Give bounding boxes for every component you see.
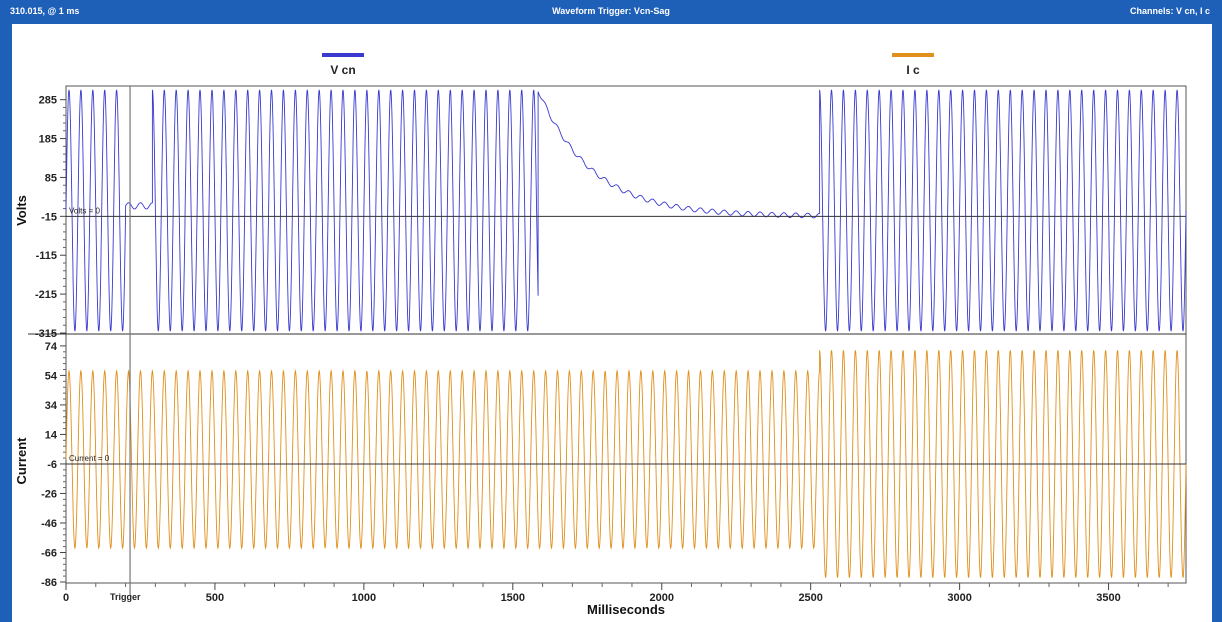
trigger-label: Trigger	[110, 592, 141, 602]
x-tick-label: 3500	[1096, 592, 1120, 604]
voltage-series-line	[65, 89, 1187, 332]
voltage-y-tick-label: 285	[39, 95, 57, 107]
legend: V cn I c	[322, 53, 934, 77]
title-bar: 310.015, @ 1 ms Waveform Trigger: Vcn-Sa…	[0, 0, 1222, 24]
current-y-axis-label: Current	[14, 437, 29, 485]
x-tick-label: 2500	[798, 592, 822, 604]
current-y-tick-label: 74	[45, 341, 58, 353]
current-y-tick-label: 54	[45, 370, 58, 382]
x-tick-label: 3000	[947, 592, 971, 604]
current-series-line	[65, 350, 1187, 578]
voltage-y-axis-label: Volts	[14, 195, 29, 226]
channels-info: Channels: V cn, I c	[1129, 6, 1210, 16]
x-tick-label: 500	[206, 592, 224, 604]
x-tick-label: 1000	[352, 592, 376, 604]
legend-label-vcn: V cn	[330, 63, 355, 77]
voltage-y-tick-label: 85	[45, 172, 57, 184]
frame-border-right	[1212, 24, 1222, 622]
current-y-tick-label: 14	[45, 429, 58, 441]
x-tick-label: 2000	[650, 592, 674, 604]
legend-label-ic: I c	[906, 63, 920, 77]
capture-info: 310.015, @ 1 ms	[10, 6, 80, 16]
window-title: Waveform Trigger: Vcn-Sag	[552, 6, 670, 16]
x-tick-label: 1500	[501, 592, 525, 604]
frame-border-left	[0, 24, 12, 622]
voltage-zero-label: Volts = 0	[69, 206, 100, 215]
plot-area: 285 185 85 -15 -115 -215 -315 Volts Volts = 0 74 5…	[14, 85, 1187, 617]
current-y-tick-label: -26	[41, 488, 57, 500]
voltage-y-tick-label: -15	[41, 211, 57, 223]
current-y-tick-label: -6	[47, 459, 57, 471]
current-y-tick-label: -86	[41, 577, 57, 589]
current-y-tick-label: -66	[41, 547, 57, 559]
voltage-y-tick-label: 185	[39, 134, 57, 146]
current-zero-label: Current = 0	[69, 454, 110, 463]
voltage-y-tick-label: -215	[35, 289, 57, 301]
voltage-y-tick-label: -315	[35, 328, 57, 340]
x-tick-label: 0	[63, 592, 69, 604]
voltage-y-tick-label: -115	[36, 250, 57, 262]
current-y-tick-label: 34	[45, 400, 58, 412]
x-axis-label: Milliseconds	[587, 602, 665, 617]
current-y-tick-label: -46	[41, 518, 57, 530]
